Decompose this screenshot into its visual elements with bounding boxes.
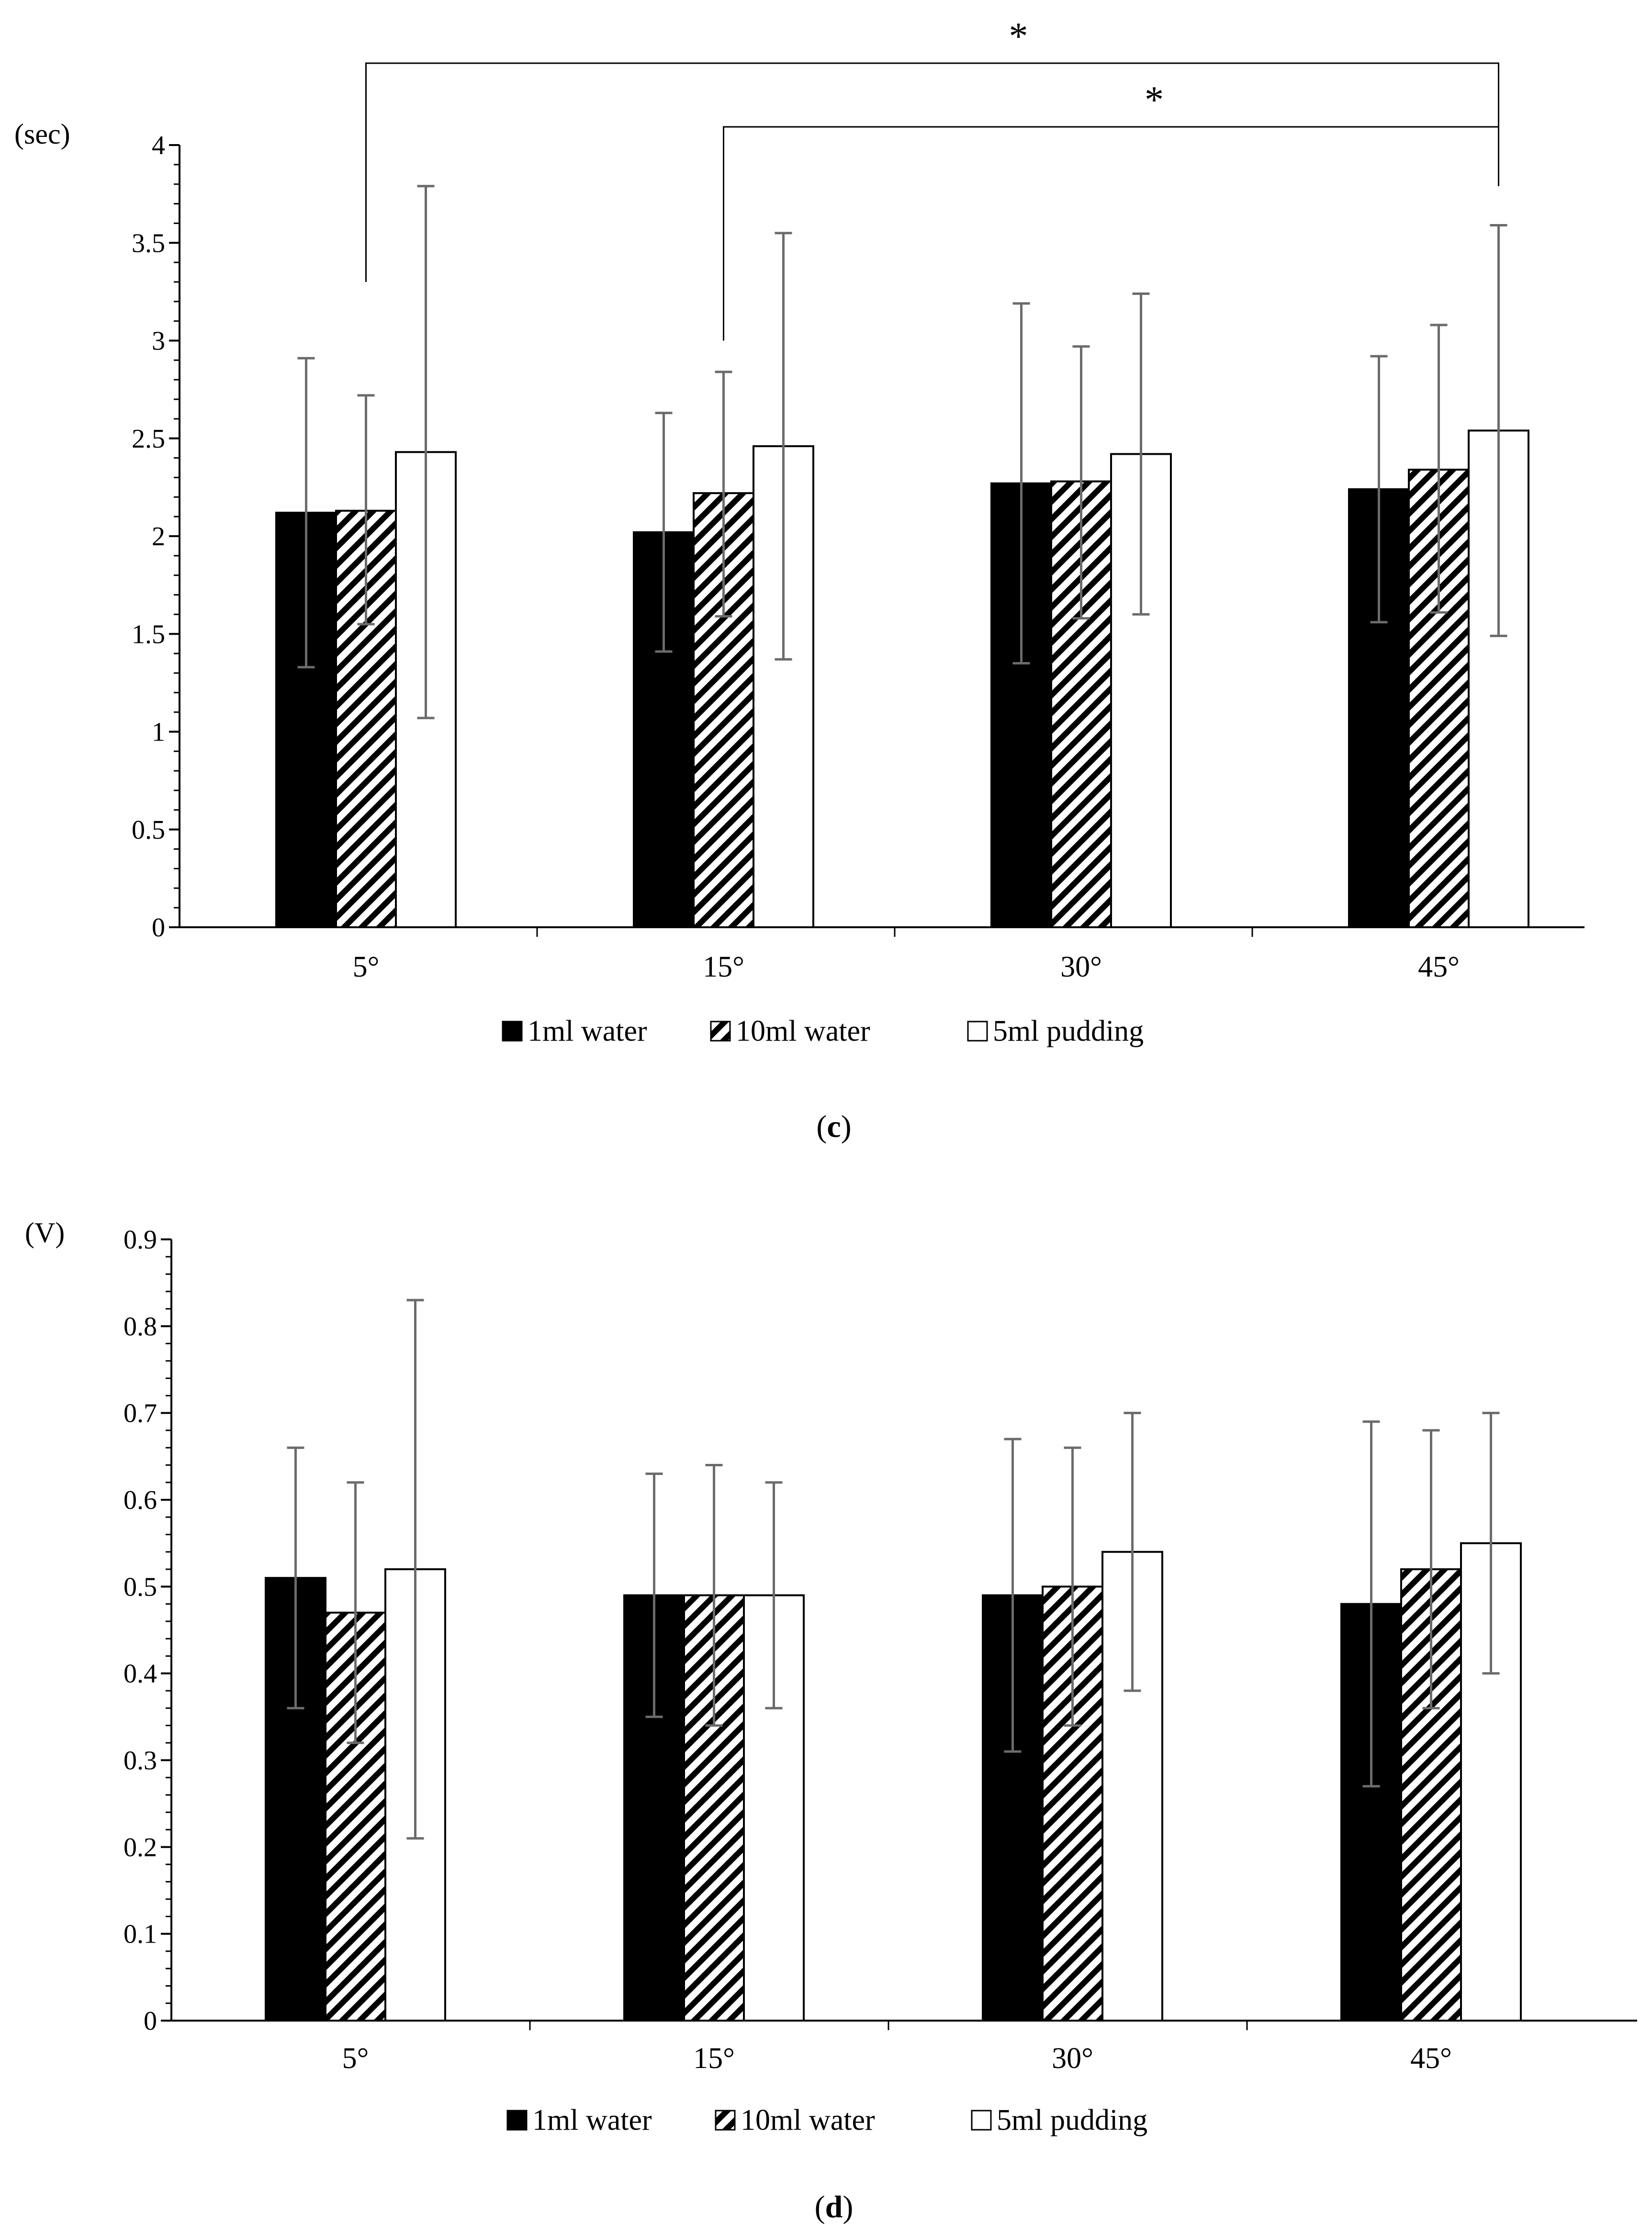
chart-panel-c: (sec) 00.511.522.533.54 5° 15° 30° 45° ** 1…	[14, 15, 1585, 1144]
y-tick-label: 1	[152, 718, 165, 747]
y-tick-label: 2.5	[132, 424, 165, 454]
legend-label: 10ml water	[736, 1015, 870, 1047]
panel-letter: d	[825, 2190, 843, 2225]
legend-label: 1ml water	[532, 2104, 652, 2136]
legend-swatch	[502, 1021, 523, 1042]
category-label: 30°	[1052, 2042, 1093, 2075]
category-label: 5°	[353, 951, 380, 983]
category-label: 45°	[1418, 951, 1460, 983]
legend-swatch	[710, 1021, 731, 1042]
legend-label: 10ml water	[741, 2104, 875, 2136]
y-axis-unit-label: (sec)	[14, 118, 70, 150]
legend-swatch	[506, 2110, 528, 2131]
significance-bracket	[365, 62, 1499, 282]
bars	[265, 1542, 1522, 2022]
legend: 1ml water 10ml water 5ml pudding	[506, 2104, 1147, 2136]
panel-letter: c	[827, 1109, 841, 1144]
category-label: 15°	[693, 2042, 735, 2075]
legend-swatch	[715, 2110, 736, 2131]
y-tick-label: 0.6	[124, 1485, 157, 1515]
category-labels: 5° 15° 30° 45°	[353, 951, 1460, 983]
y-tick-label: 0.2	[124, 1832, 157, 1862]
error-bars	[287, 1299, 1500, 1840]
panel-label-d: (d)	[815, 2190, 854, 2225]
legend-label: 5ml pudding	[997, 2104, 1147, 2136]
legend: 1ml water 10ml water 5ml pudding	[502, 1015, 1144, 1047]
legend-swatch	[967, 1021, 988, 1042]
y-tick-label: 1.5	[132, 619, 165, 649]
significance-label: *	[1009, 15, 1028, 57]
y-tick-label: 0.4	[124, 1659, 157, 1689]
y-ticks: 0 0.1 0.2 0.3 0.4 0.5 0.6 0.7 0.8 0.9	[124, 1225, 171, 2036]
category-label: 5°	[342, 2042, 369, 2075]
significance-label: *	[1145, 79, 1164, 121]
bars	[275, 429, 1529, 928]
y-tick-label: 3	[152, 326, 165, 356]
y-tick-label: 0.5	[124, 1572, 157, 1602]
y-tick-label: 0.5	[132, 815, 165, 845]
category-label: 45°	[1410, 2042, 1452, 2075]
category-label: 30°	[1060, 951, 1102, 983]
y-ticks: 0 0.5 1 1.5 2 2.5 3 3.5 4	[132, 131, 180, 943]
legend-label: 5ml pudding	[993, 1015, 1144, 1047]
y-tick-label: 0.8	[124, 1312, 157, 1341]
y-axis-unit-label: (V)	[25, 1217, 65, 1248]
chart-panel-d: (V) 0 0.1 0.2 0.3 0.4 0.5 0.6 0.7 0.8 0.9 5° 15° 30…	[25, 1217, 1637, 2225]
error-bars	[297, 185, 1507, 719]
y-tick-label: 0.3	[124, 1746, 157, 1776]
y-tick-label: 2	[152, 522, 165, 551]
legend-label: 1ml water	[528, 1015, 647, 1047]
category-labels: 5° 15° 30° 45°	[342, 2042, 1452, 2075]
significance-brackets: **	[365, 15, 1499, 341]
y-tick-label: 4	[152, 131, 165, 160]
y-tick-label: 0.9	[124, 1225, 157, 1255]
legend-swatch	[971, 2110, 992, 2131]
panel-label-c: (c)	[816, 1109, 851, 1144]
y-tick-label: 0.7	[124, 1399, 157, 1428]
y-tick-label: 0	[144, 2006, 157, 2036]
significance-bracket	[723, 126, 1499, 341]
y-tick-label: 3.5	[132, 228, 165, 258]
y-tick-label: 0.1	[124, 1920, 157, 1949]
category-label: 15°	[703, 951, 744, 983]
y-tick-label: 0	[152, 913, 165, 943]
